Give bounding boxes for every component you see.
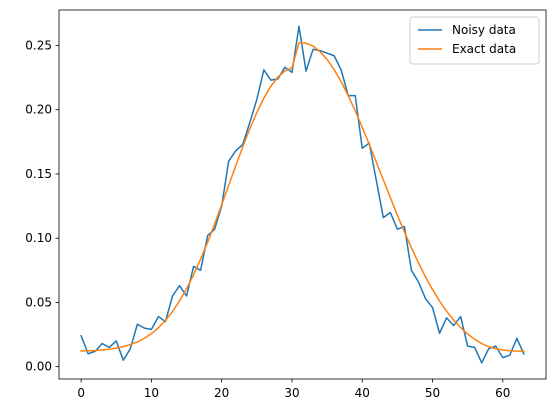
x-tick-label: 50 bbox=[425, 386, 440, 400]
legend: Noisy data Exact data bbox=[409, 16, 540, 65]
legend-label-noisy: Noisy data bbox=[452, 23, 516, 37]
y-tick-label: 0.05 bbox=[25, 295, 52, 309]
x-tick-label: 60 bbox=[495, 386, 510, 400]
x-tick-label: 10 bbox=[144, 386, 159, 400]
y-tick-label: 0.10 bbox=[25, 231, 52, 245]
y-tick-label: 0.25 bbox=[25, 38, 52, 52]
axes: 0 10 20 30 40 50 60 0.00 0.05 0.10 0.15 0.20 0.25 bbox=[25, 9, 547, 400]
axes-frame bbox=[58, 9, 547, 380]
y-tick-label: 0.15 bbox=[25, 167, 52, 181]
x-tick-label: 20 bbox=[214, 386, 229, 400]
x-tick-label: 0 bbox=[77, 386, 85, 400]
plot-area bbox=[80, 25, 525, 364]
series-line-noisy bbox=[80, 25, 525, 364]
x-tick-label: 30 bbox=[284, 386, 299, 400]
y-tick-label: 0.20 bbox=[25, 103, 52, 117]
series-lines bbox=[80, 25, 525, 364]
legend-label-exact: Exact data bbox=[452, 42, 516, 56]
series-line-exact bbox=[80, 42, 525, 353]
legend-box bbox=[409, 16, 540, 65]
y-tick-label: 0.00 bbox=[25, 360, 52, 374]
x-tick-label: 40 bbox=[355, 386, 370, 400]
